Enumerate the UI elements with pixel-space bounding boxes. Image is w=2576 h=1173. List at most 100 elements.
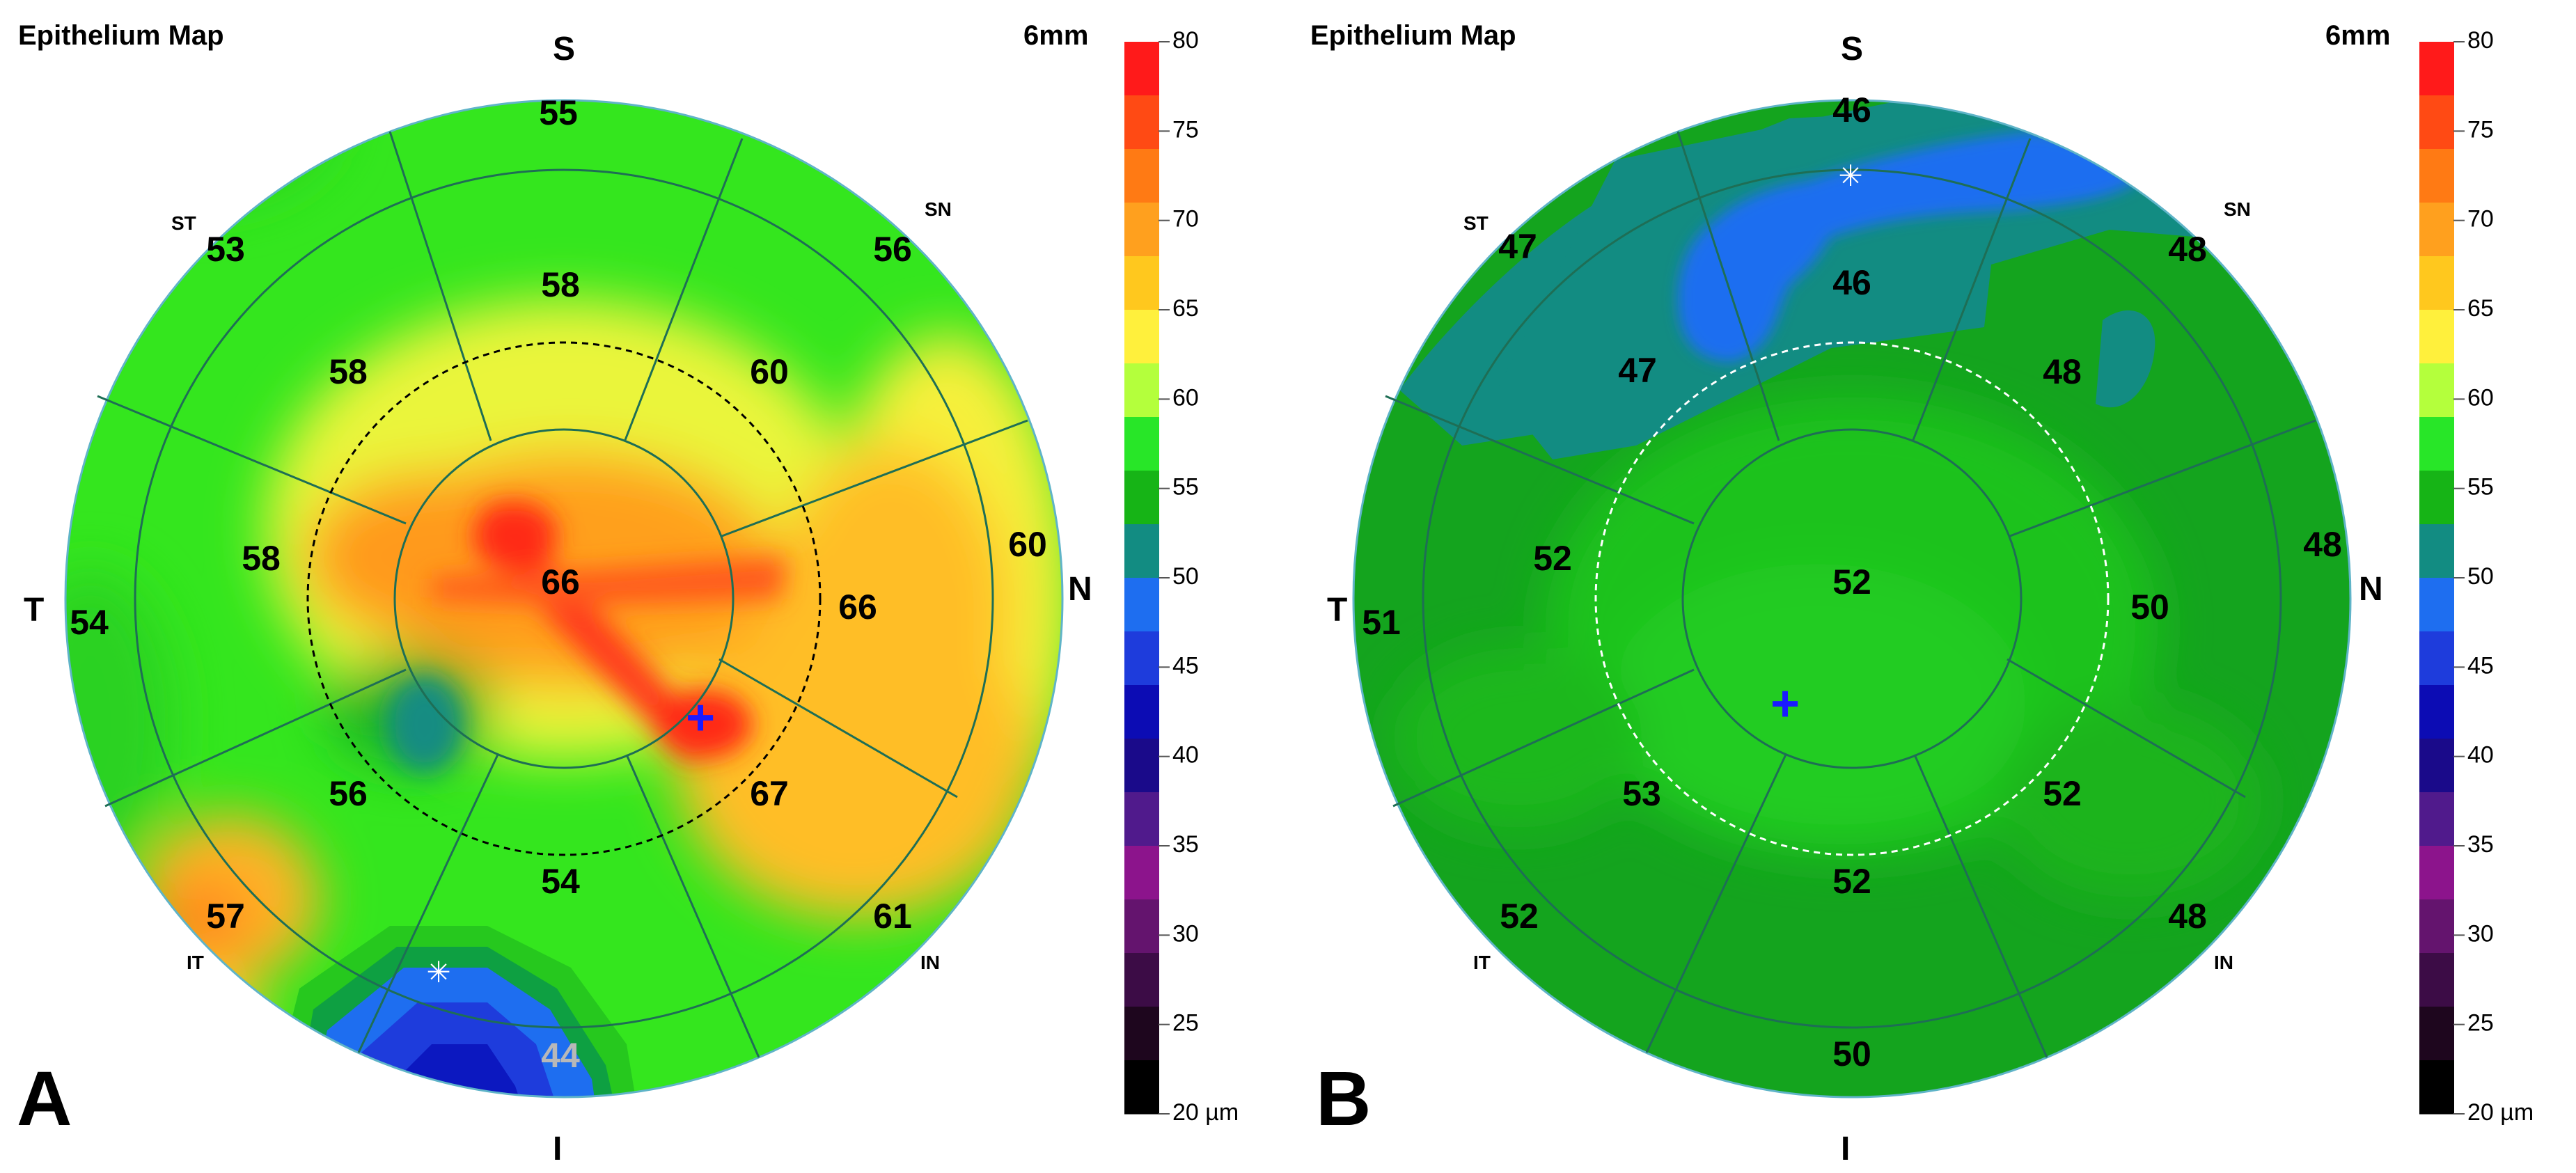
thinnest-point-marker: ✳ [426, 956, 450, 989]
scale-tick-label: 75 [1172, 116, 1199, 143]
scale-color-block [1124, 739, 1159, 793]
value-mid-nasal: 60 [1008, 525, 1047, 564]
label-inferotemporal: IT [1473, 952, 1491, 973]
value-para-superior: 46 [1832, 263, 1871, 302]
map-diameter: 6mm [1023, 20, 1088, 51]
thickness-color-scale: 80 75 70 65 60 55 50 45 40 35 30 25 20 µm [2419, 27, 2534, 1126]
scale-color-block [2419, 1060, 2454, 1115]
scale-color-block [1124, 631, 1159, 686]
scale-tick-label: 20 µm [1172, 1099, 1239, 1126]
value-mid-superonasal: 56 [873, 230, 912, 269]
scale-color-block [1124, 1007, 1159, 1061]
scale-color-block [2419, 149, 2454, 203]
value-mid-inferior: 50 [1832, 1034, 1871, 1073]
value-para-inferonasal: 67 [750, 774, 789, 813]
scale-tick-label: 60 [1172, 384, 1199, 411]
scale-color-block [2419, 631, 2454, 686]
scale-color-block [2419, 471, 2454, 525]
value-mid-inferior: 44 [541, 1036, 580, 1075]
value-mid-superior: 46 [1832, 90, 1871, 129]
scale-color-block [1124, 310, 1159, 364]
value-para-inferotemporal: 53 [1622, 774, 1661, 813]
value-para-inferior: 54 [541, 862, 580, 901]
scale-tick-label: 70 [1172, 206, 1199, 233]
value-mid-inferotemporal: 52 [1500, 897, 1539, 936]
thinnest-point-marker: ✳ [1838, 159, 1862, 192]
value-para-superior: 58 [541, 265, 580, 304]
scale-tick-label: 30 [2467, 920, 2494, 947]
label-superior: S [553, 31, 575, 68]
scale-tick-label: 50 [1172, 563, 1199, 590]
scale-tick-label: 65 [2467, 295, 2494, 322]
value-mid-temporal: 54 [70, 603, 109, 642]
scale-tick-label: 30 [1172, 920, 1199, 947]
label-temporal: T [24, 592, 44, 629]
scale-color-block [1124, 417, 1159, 471]
value-center: 66 [541, 562, 580, 601]
scale-color-block [1124, 792, 1159, 847]
label-nasal: N [2359, 571, 2383, 608]
value-mid-superonasal: 48 [2168, 230, 2207, 269]
map-title: Epithelium Map [1310, 20, 1516, 51]
epithelium-map-panel-a: Epithelium Map 6mm [0, 0, 1288, 1170]
label-temporal: T [1327, 592, 1347, 629]
scale-tick-label: 50 [2467, 563, 2494, 590]
value-para-inferior: 52 [1832, 862, 1871, 901]
value-para-inferonasal: 52 [2043, 774, 2082, 813]
label-inferior: I [553, 1131, 562, 1167]
value-para-nasal: 66 [838, 588, 877, 627]
label-superior: S [1841, 31, 1863, 68]
label-inferonasal: IN [920, 952, 940, 973]
scale-color-block [2419, 899, 2454, 954]
scale-color-block [2419, 95, 2454, 150]
thickness-map-disc [1353, 100, 2350, 1097]
scale-tick-label: 35 [1172, 831, 1199, 858]
scale-tick-label: 40 [2467, 742, 2494, 769]
scale-color-block [2419, 1007, 2454, 1061]
value-para-superotemporal: 47 [1618, 351, 1657, 390]
scale-tick-label: 45 [2467, 652, 2494, 679]
scale-color-block [1124, 899, 1159, 954]
value-mid-temporal: 51 [1362, 603, 1401, 642]
scale-color-block [2419, 363, 2454, 418]
value-para-temporal: 58 [242, 539, 281, 578]
scale-color-block [1124, 149, 1159, 203]
scale-color-block [1124, 363, 1159, 418]
value-mid-nasal: 48 [2303, 525, 2342, 564]
label-inferotemporal: IT [187, 952, 204, 973]
thickest-point-marker: + [686, 690, 715, 746]
value-center: 52 [1832, 562, 1871, 601]
label-superonasal: SN [925, 198, 952, 220]
value-mid-superior: 55 [539, 93, 578, 132]
panel-letter: A [17, 1056, 72, 1142]
label-inferonasal: IN [2214, 952, 2233, 973]
scale-tick-label: 55 [2467, 474, 2494, 501]
map-outer-boundary [64, 99, 1064, 1099]
scale-color-block [1124, 578, 1159, 632]
scale-color-block [1124, 953, 1159, 1007]
sector-grid [1385, 131, 2316, 1058]
scale-color-block [2419, 792, 2454, 847]
sector-grid [97, 131, 1028, 1058]
scale-tick-label: 25 [1172, 1010, 1199, 1037]
value-para-temporal: 52 [1533, 539, 1572, 578]
scale-color-block [1124, 42, 1159, 96]
scale-color-block [1124, 95, 1159, 150]
map-title: Epithelium Map [18, 20, 224, 51]
scale-tick-label: 20 µm [2467, 1099, 2534, 1126]
scale-color-block [1124, 685, 1159, 739]
value-mid-inferotemporal: 57 [206, 897, 245, 936]
scale-color-block [2419, 578, 2454, 632]
scale-tick-label: 55 [1172, 474, 1199, 501]
scale-color-block [2419, 203, 2454, 257]
scale-color-block [2419, 953, 2454, 1007]
scale-color-block [1124, 1060, 1159, 1115]
scale-tick-label: 65 [1172, 295, 1199, 322]
scale-color-block [1124, 256, 1159, 310]
value-mid-inferonasal: 48 [2168, 897, 2207, 936]
scale-color-block [1124, 524, 1159, 578]
scale-color-block [1124, 471, 1159, 525]
label-inferior: I [1841, 1131, 1850, 1167]
value-para-inferotemporal: 56 [329, 774, 368, 813]
thickness-color-scale: 80 75 70 65 60 55 50 45 40 35 30 25 20 µm [1124, 27, 1239, 1126]
